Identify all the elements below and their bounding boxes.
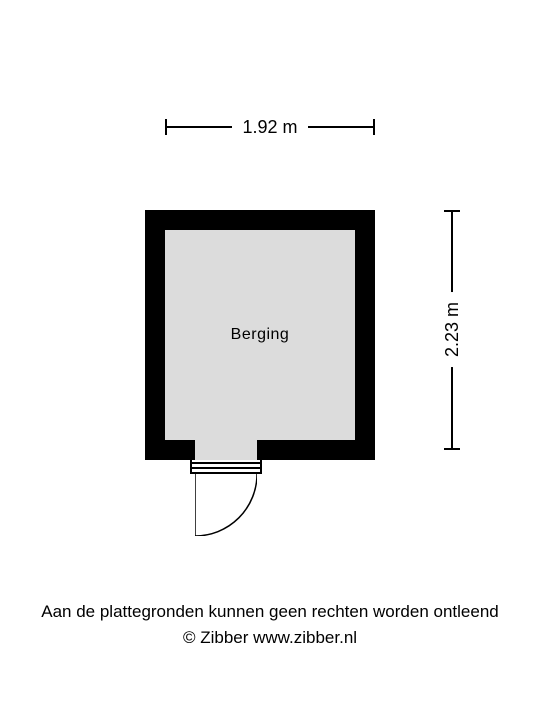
dimension-height-label: 2.23 m — [442, 292, 463, 367]
room-interior: Berging — [165, 230, 355, 440]
footer-disclaimer: Aan de plattegronden kunnen geen rechten… — [0, 599, 540, 625]
dimension-width: 1.92 m — [165, 115, 375, 139]
dimension-width-label: 1.92 m — [232, 117, 307, 138]
dimension-height: 2.23 m — [440, 210, 464, 450]
door-threshold — [190, 460, 262, 474]
threshold-line — [192, 467, 260, 469]
dimension-width-cap-left — [165, 119, 167, 135]
dimension-width-cap-right — [373, 119, 375, 135]
dimension-height-cap-top — [444, 210, 460, 212]
threshold-line — [192, 462, 260, 464]
room-berging: Berging — [145, 210, 375, 460]
door-assembly — [195, 460, 257, 540]
door-opening — [195, 440, 257, 460]
footer: Aan de plattegronden kunnen geen rechten… — [0, 599, 540, 650]
dimension-height-cap-bottom — [444, 448, 460, 450]
room-label: Berging — [231, 326, 290, 344]
floorplan-canvas: 1.92 m 2.23 m Berging Aan de plattegrond… — [0, 0, 540, 720]
footer-copyright: © Zibber www.zibber.nl — [0, 625, 540, 651]
door-swing-arc — [195, 474, 257, 536]
